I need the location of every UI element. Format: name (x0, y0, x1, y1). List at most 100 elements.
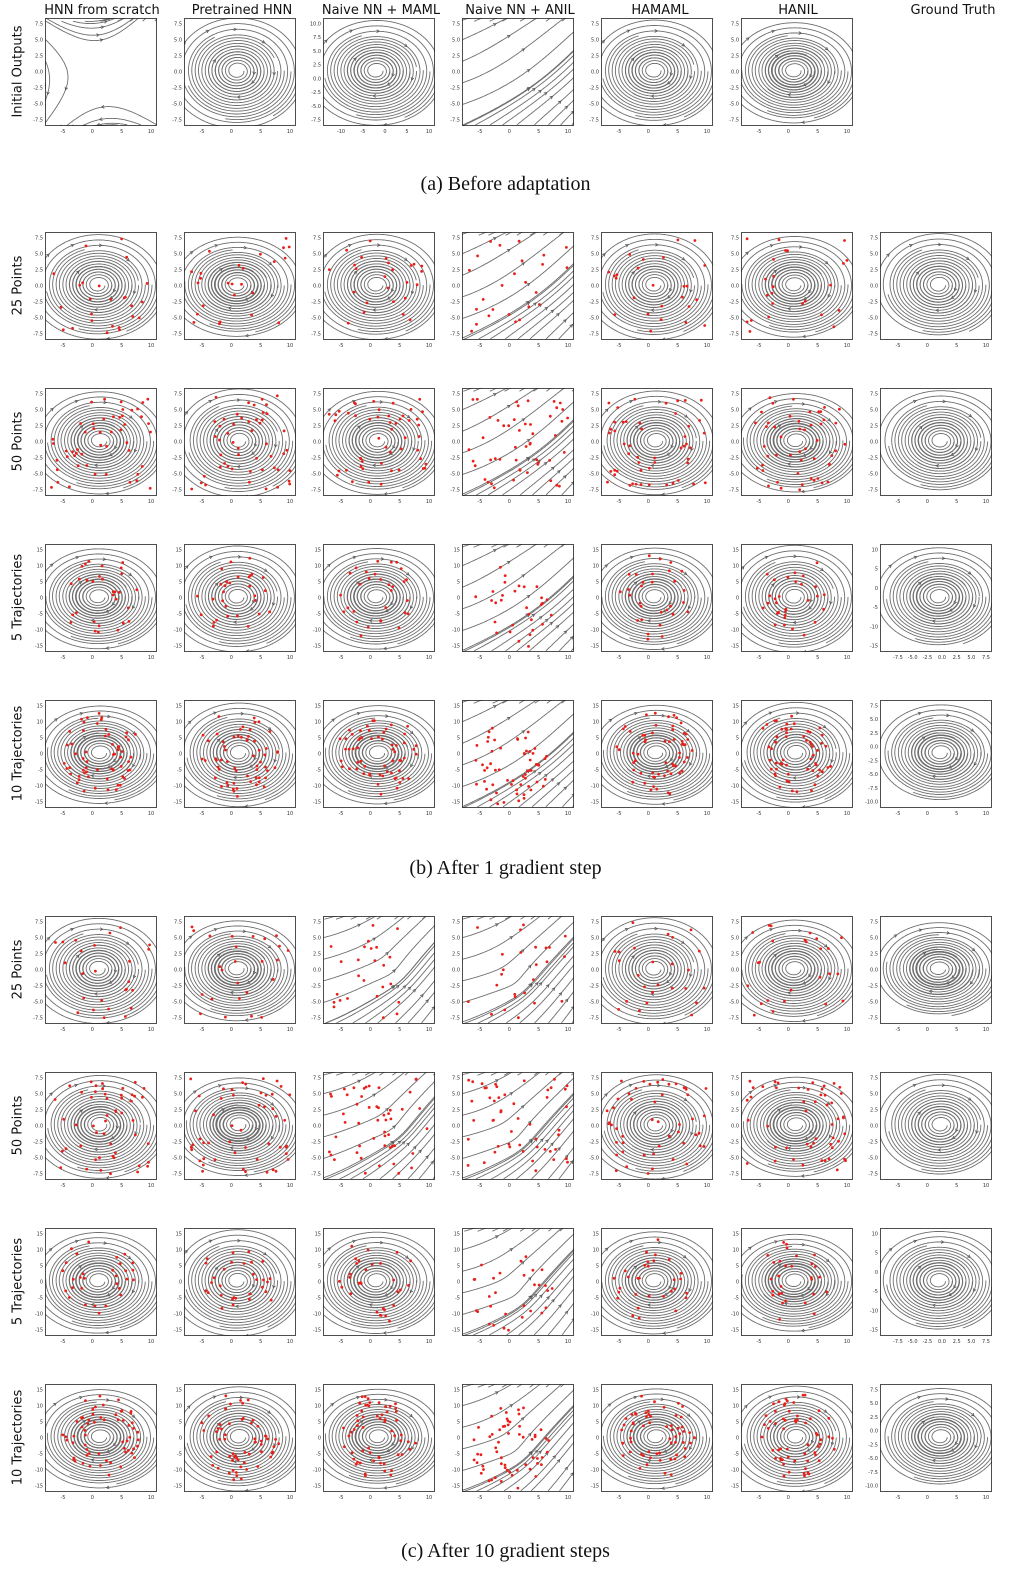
y-tick-label: 5 (318, 580, 321, 586)
axes-frame (184, 388, 296, 496)
streamline (602, 30, 706, 113)
x-tick-label: 5 (676, 1339, 679, 1345)
stream-arrow (824, 46, 829, 51)
axes-frame (880, 1384, 992, 1492)
y-tick-label: -5 (594, 612, 599, 618)
support-data-point (89, 1080, 93, 1084)
streamline (52, 1245, 143, 1316)
support-data-point (654, 1253, 657, 1257)
x-tick-label: 10 (565, 1339, 571, 1345)
streamline (519, 388, 526, 392)
streamline (548, 1228, 553, 1232)
y-tick-label: 2.5 (870, 1108, 878, 1114)
support-data-point (418, 397, 422, 401)
stream-arrow (686, 1413, 691, 1417)
streamplot-svg: 7.55.02.50.0-2.5-5.0-7.5-5 0 5 10 (589, 388, 713, 505)
stream-arrow (372, 937, 377, 941)
support-data-point (804, 1109, 808, 1113)
streamline (462, 1248, 574, 1335)
stream-arrow (557, 100, 562, 105)
support-data-point (548, 414, 552, 418)
support-data-point (83, 771, 86, 775)
support-data-point (702, 1114, 706, 1118)
y-tick-label: -15 (174, 1484, 182, 1490)
support-data-point (196, 594, 199, 598)
x-tick-label: 5 (120, 1339, 123, 1345)
support-data-point (809, 423, 813, 427)
support-data-point (806, 1459, 809, 1463)
support-data-point (345, 1093, 349, 1097)
streamline (548, 99, 574, 126)
support-data-point (565, 1084, 569, 1088)
support-data-point (104, 728, 108, 731)
stream-arrow (546, 1296, 550, 1300)
stream-arrow (555, 1224, 558, 1227)
stream-arrow (680, 940, 685, 944)
y-tick-label: 15 (454, 704, 460, 710)
streamline (532, 457, 574, 496)
stream-arrow (78, 581, 83, 585)
y-tick-label: -2.5 (33, 300, 43, 306)
y-tick-label: 0.0 (591, 1124, 599, 1130)
support-data-point (771, 1448, 775, 1452)
support-data-point (141, 1095, 144, 1099)
support-data-point (216, 1466, 220, 1470)
streamplot-panel: 10 5 0 -5 -10 -15 -7.5 -5.0 -2.5 0.0 2.5 5.0 7.5 (870, 544, 992, 661)
support-data-point (222, 590, 225, 594)
support-data-point (777, 1274, 781, 1278)
support-data-point (363, 945, 366, 949)
stream-arrow (263, 568, 268, 572)
support-data-point (392, 1278, 395, 1282)
streamline (45, 553, 156, 642)
support-data-point (822, 1084, 826, 1088)
support-data-point (131, 315, 135, 318)
stream-arrow (184, 1249, 188, 1254)
stream-arrow (681, 43, 686, 47)
row-label: 50 Points (10, 411, 26, 472)
support-data-point (621, 420, 625, 424)
y-tick-label: 15 (733, 1232, 739, 1238)
support-data-point (373, 572, 377, 576)
support-data-point (264, 747, 268, 750)
support-data-point (192, 321, 196, 324)
support-data-point (522, 752, 526, 755)
streamline (743, 1396, 847, 1479)
y-tick-label: 10 (872, 548, 878, 554)
support-data-point (809, 742, 813, 746)
support-data-point (686, 738, 690, 741)
stream-arrow (126, 257, 130, 262)
y-tick-label: -2.5 (589, 1140, 599, 1146)
support-data-point (638, 1276, 641, 1280)
stream-arrow (935, 308, 940, 313)
support-data-point (804, 940, 808, 944)
streamline (608, 249, 699, 322)
support-data-point (670, 1289, 673, 1293)
x-tick-label: 10 (704, 811, 710, 817)
support-data-point (241, 1081, 244, 1084)
axes-frame (741, 232, 853, 340)
streamline (601, 922, 712, 1017)
y-tick-label: -2.5 (172, 86, 182, 92)
y-tick-label: 5 (179, 580, 182, 586)
support-data-point (127, 980, 131, 983)
stream-arrow (922, 951, 927, 955)
support-data-point (685, 442, 688, 446)
x-tick-label: -5 (896, 343, 901, 349)
y-tick-label: 15 (315, 1232, 321, 1238)
streamplot-panel: 7.5 5.0 2.5 0.0 -2.5 -5.0 -7.5 -5 0 5 10 (589, 232, 713, 349)
support-data-point (540, 1463, 543, 1466)
stream-arrow (79, 1109, 84, 1113)
support-data-point (393, 777, 397, 780)
support-data-point (359, 464, 363, 468)
support-data-point (607, 401, 611, 405)
support-data-point (147, 947, 151, 951)
support-data-point (72, 1434, 76, 1438)
support-data-point (490, 726, 494, 730)
support-data-point (813, 1100, 817, 1104)
support-data-point (111, 590, 115, 594)
streamline (543, 544, 550, 548)
streamline (407, 916, 412, 920)
stream-arrow (506, 248, 511, 253)
streamline (748, 35, 839, 106)
support-data-point (81, 1461, 85, 1465)
